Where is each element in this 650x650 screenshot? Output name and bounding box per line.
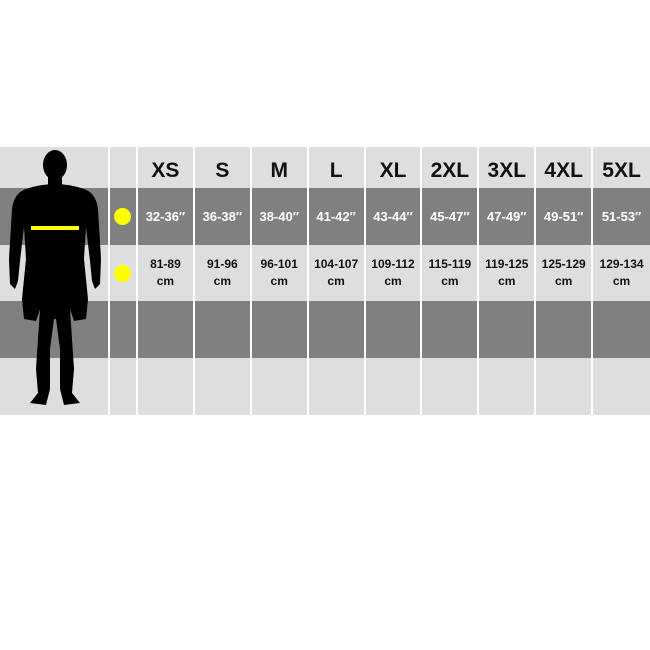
size-label: 3XL [479,147,537,188]
chest-cm-cell: 109-112 cm [365,245,423,301]
chest-inches-value: 45-47″ [422,188,480,245]
cm-row: 81-89 cm 91-96 cm 96-101 cm 104-107 cm 109-112 cm… [0,245,650,301]
empty-row-dark [0,301,650,358]
size-chart: XS S M L XL 2XL 3XL 4XL 5XL 32-36″ 36-38″ 38-40″ 41… [0,147,650,415]
cm-unit: cm [384,274,402,288]
chest-inches-value: 51-53″ [593,188,650,245]
empty-cell [536,301,594,358]
cm-unit: cm [213,274,231,288]
cm-unit: cm [156,274,175,288]
chest-cm-cell: 129-134 cm [593,245,650,301]
empty-cell [194,358,252,415]
size-label: 2XL [422,147,480,188]
chest-inches-value: 38-40″ [251,188,309,245]
chest-cm-value: 125-129 [541,257,586,271]
empty-row-light [0,358,650,415]
chest-cm-value: 109-112 [371,257,415,271]
chest-cm-cell: 81-89 cm [137,245,195,301]
yellow-dot-marker-icon [114,208,132,225]
chest-cm-cell: 104-107 cm [308,245,366,301]
size-label: S [194,147,252,188]
cm-unit: cm [327,274,345,288]
inches-row: 32-36″ 36-38″ 38-40″ 41-42″ 43-44″ 45-47″ 47-4… [0,188,650,245]
cm-unit: cm [270,274,288,288]
chest-cm-cell: 91-96 cm [194,245,252,301]
chest-inches-value: 49-51″ [536,188,594,245]
empty-cell [251,301,309,358]
chest-cm-value: 119-125 [485,257,529,271]
empty-cell [479,301,537,358]
male-silhouette-icon [9,150,101,405]
chest-cm-value: 129-134 [599,257,644,271]
empty-cell [365,358,423,415]
chest-cm-value: 104-107 [314,257,359,271]
chest-cm-cell: 125-129 cm [536,245,594,301]
empty-cell [308,301,366,358]
chest-inches-value: 36-38″ [194,188,252,245]
empty-cell [137,358,195,415]
cm-unit: cm [612,274,631,288]
empty-cell [536,358,594,415]
chest-cm-value: 91-96 [206,257,238,271]
chest-cm-value: 81-89 [150,257,181,271]
chest-cm-cell: 115-119 cm [422,245,480,301]
empty-cell [479,358,537,415]
chest-cm-value: 115-119 [428,257,472,271]
cm-unit: cm [441,274,459,288]
empty-cell [137,301,195,358]
size-label: M [251,147,309,188]
empty-cell [422,358,480,415]
chest-inches-value: 43-44″ [365,188,423,245]
empty-cell [365,301,423,358]
cm-unit: cm [554,274,573,288]
size-label: L [308,147,366,188]
size-label: 5XL [593,147,650,188]
chest-measure-line [31,226,79,230]
yellow-dot-marker-icon [114,264,132,282]
chest-cm-cell: 119-125 cm [479,245,537,301]
size-label: XL [365,147,423,188]
empty-cell [194,301,252,358]
cm-unit: cm [498,274,516,288]
size-label: XS [137,147,195,188]
header-row: XS S M L XL 2XL 3XL 4XL 5XL [0,147,650,188]
empty-cell [251,358,309,415]
empty-cell [593,358,650,415]
empty-cell [422,301,480,358]
size-label: 4XL [536,147,594,188]
chest-inches-value: 47-49″ [479,188,537,245]
empty-cell [593,301,650,358]
chest-cm-cell: 96-101 cm [251,245,309,301]
chest-inches-value: 32-36″ [137,188,195,245]
chest-inches-value: 41-42″ [308,188,366,245]
chest-cm-value: 96-101 [260,257,298,271]
empty-cell [308,358,366,415]
